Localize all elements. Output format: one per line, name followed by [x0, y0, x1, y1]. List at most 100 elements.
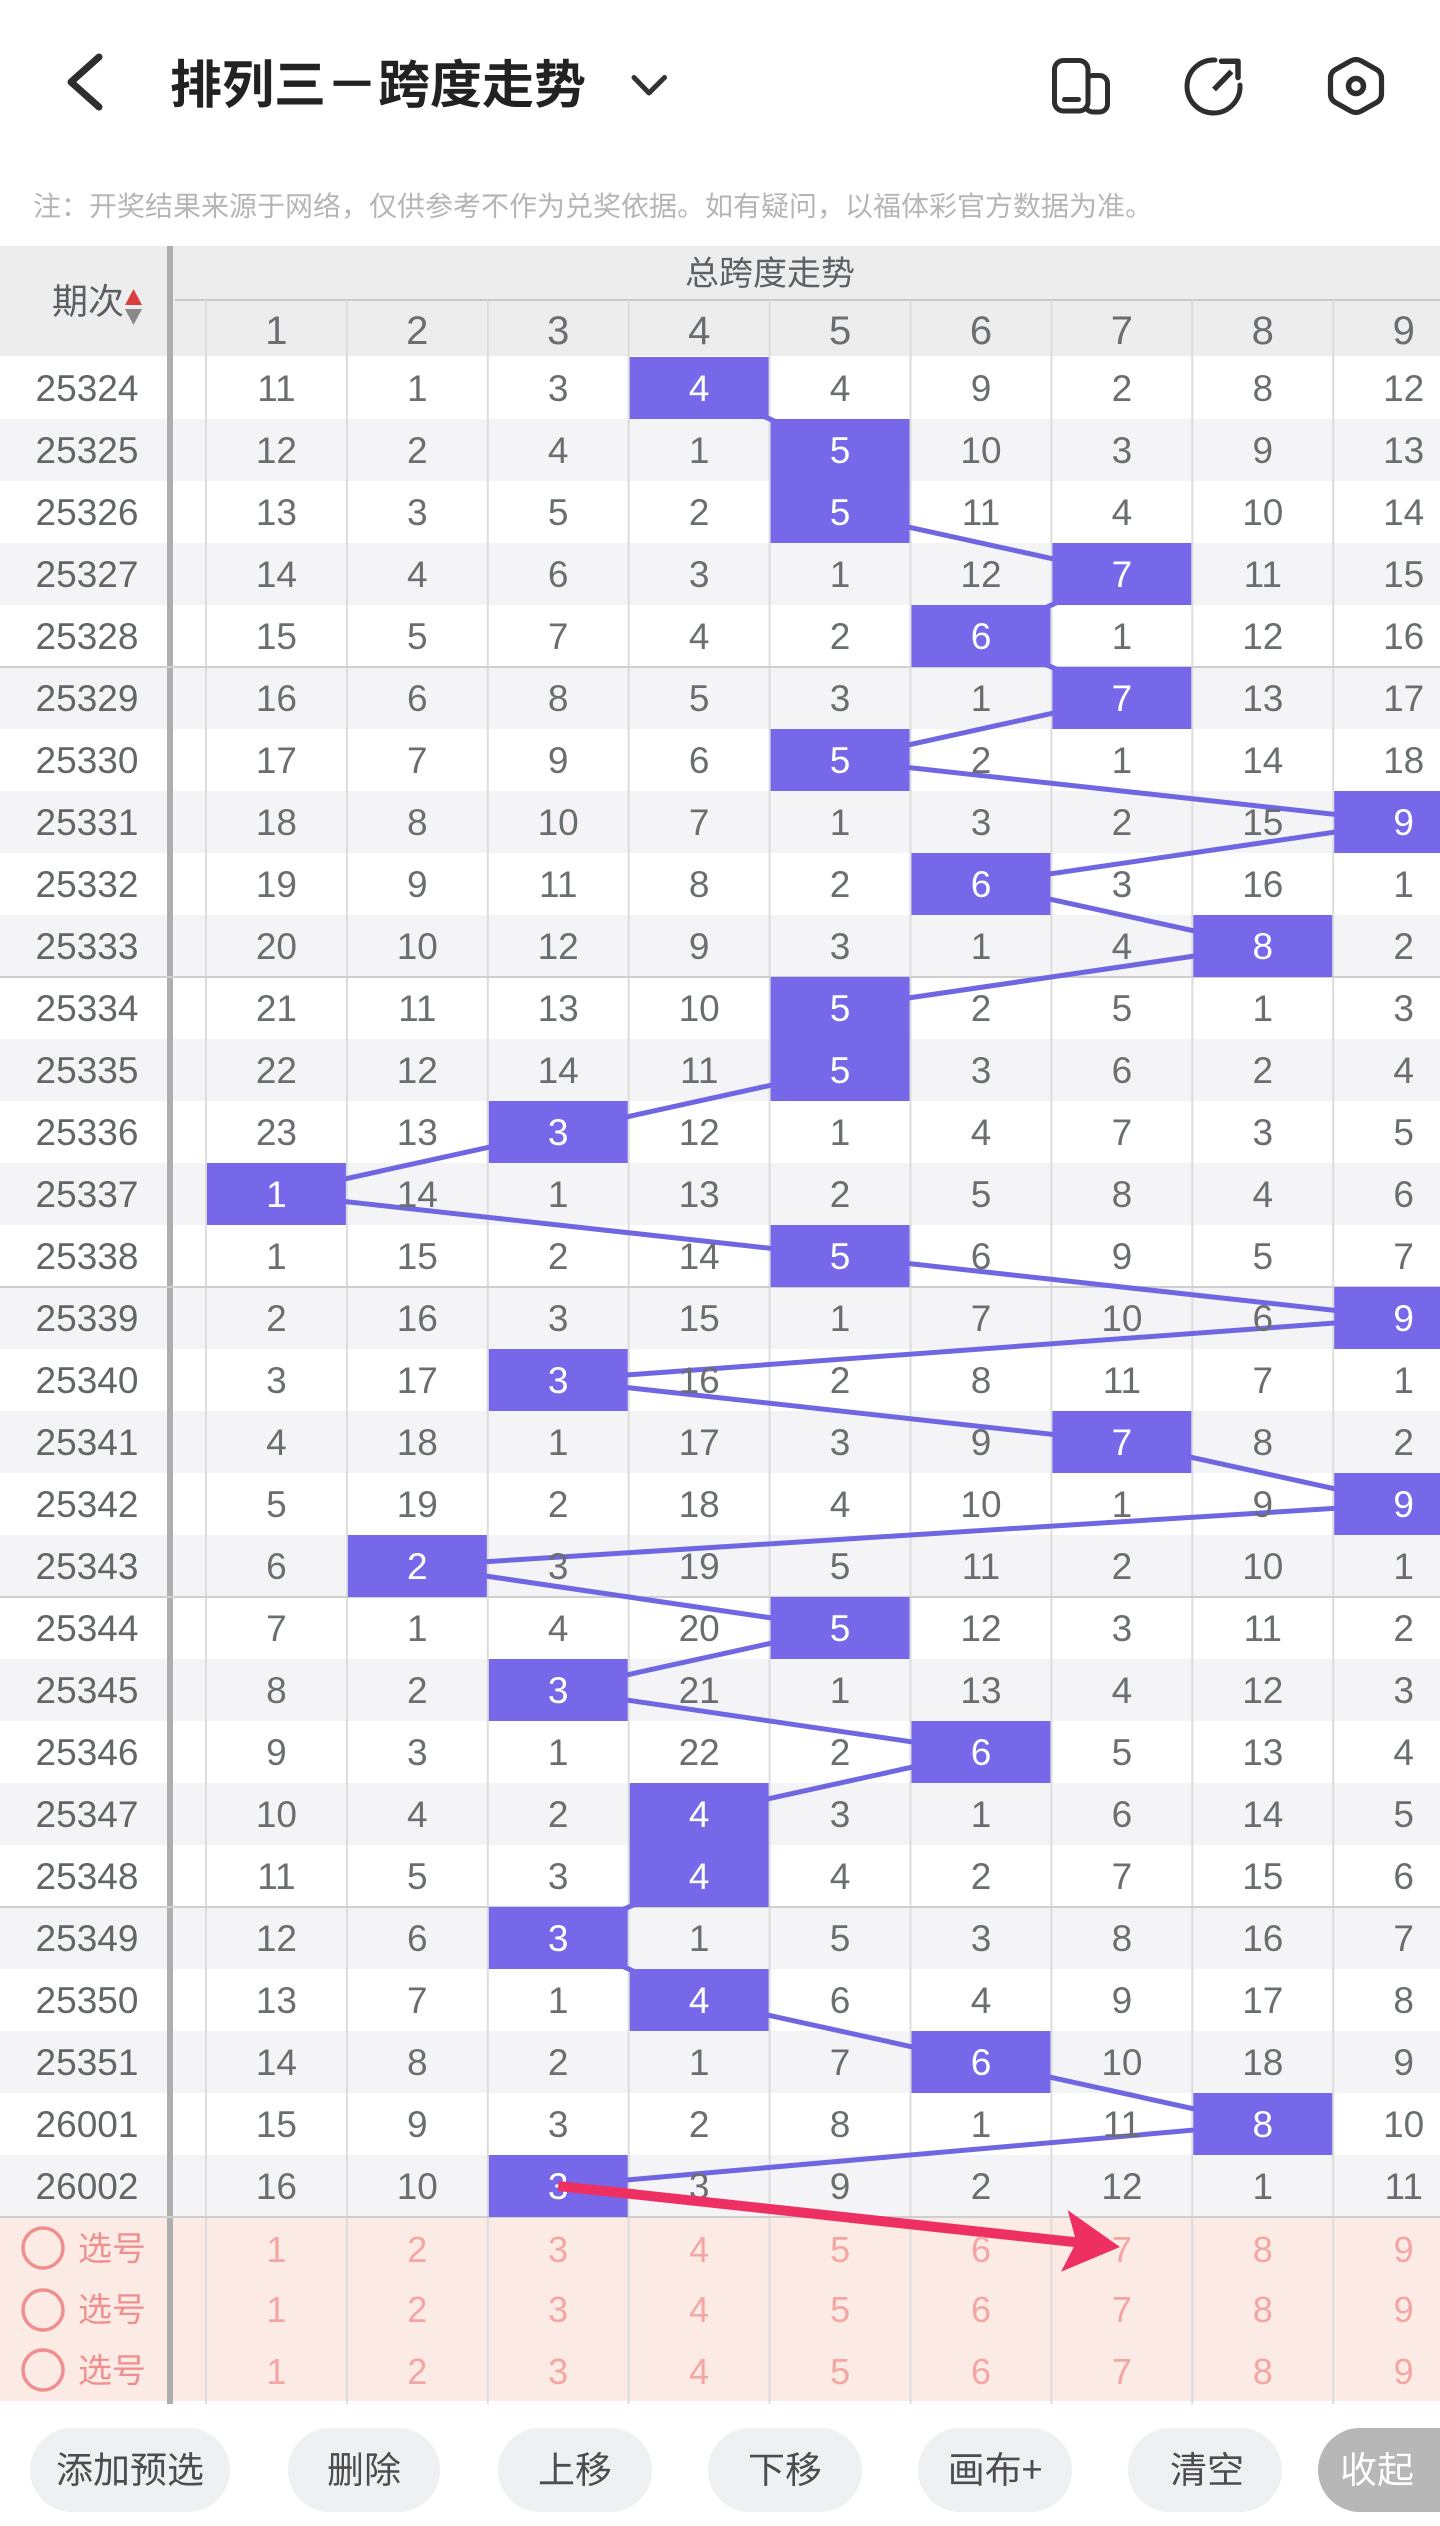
svg-text:19: 19	[256, 864, 297, 905]
svg-text:12: 12	[960, 1608, 1001, 1649]
svg-text:10: 10	[397, 2166, 438, 2207]
svg-text:13: 13	[1242, 1732, 1283, 1773]
svg-text:1: 1	[548, 1732, 569, 1773]
svg-text:3: 3	[830, 678, 851, 719]
svg-text:4: 4	[1253, 1174, 1274, 1215]
svg-text:6: 6	[689, 740, 710, 781]
svg-text:6: 6	[971, 1236, 992, 1277]
svg-text:1: 1	[266, 1174, 287, 1215]
svg-text:10: 10	[1242, 1546, 1283, 1587]
svg-text:3: 3	[548, 1298, 569, 1339]
svg-text:11: 11	[257, 368, 295, 409]
svg-text:4: 4	[1112, 1670, 1133, 1711]
svg-text:2: 2	[830, 1174, 851, 1215]
svg-text:8: 8	[1253, 1422, 1274, 1463]
svg-text:2: 2	[548, 1794, 569, 1835]
svg-text:12: 12	[1242, 616, 1283, 657]
svg-text:25350: 25350	[36, 1980, 139, 2021]
svg-text:3: 3	[971, 802, 992, 843]
svg-text:3: 3	[830, 1794, 851, 1835]
svg-text:7: 7	[971, 1298, 992, 1339]
svg-text:5: 5	[971, 1174, 992, 1215]
svg-text:15: 15	[1383, 554, 1424, 595]
svg-text:4: 4	[407, 1794, 428, 1835]
svg-text:3: 3	[548, 2289, 568, 2330]
svg-text:6: 6	[1253, 1298, 1274, 1339]
svg-text:21: 21	[256, 988, 297, 1029]
svg-text:1: 1	[830, 1298, 851, 1339]
svg-text:8: 8	[407, 2042, 428, 2083]
svg-text:4: 4	[689, 2351, 709, 2392]
svg-text:1: 1	[1393, 1546, 1414, 1587]
svg-text:10: 10	[256, 1794, 297, 1835]
svg-text:3: 3	[548, 1670, 569, 1711]
svg-text:8: 8	[1253, 368, 1274, 409]
svg-text:4: 4	[548, 430, 569, 471]
svg-text:16: 16	[1242, 1918, 1283, 1959]
svg-text:25341: 25341	[36, 1422, 139, 1463]
svg-text:7: 7	[266, 1608, 287, 1649]
svg-text:1: 1	[548, 1174, 569, 1215]
svg-text:25327: 25327	[36, 554, 139, 595]
svg-text:3: 3	[548, 1112, 569, 1153]
svg-text:11: 11	[962, 1546, 1000, 1587]
svg-text:3: 3	[1393, 988, 1414, 1029]
svg-text:19: 19	[679, 1546, 720, 1587]
svg-text:3: 3	[971, 1918, 992, 1959]
svg-text:21: 21	[679, 1670, 720, 1711]
svg-text:6: 6	[266, 1546, 287, 1587]
svg-text:9: 9	[1394, 2229, 1414, 2270]
svg-text:16: 16	[1242, 864, 1283, 905]
svg-text:5: 5	[407, 616, 428, 657]
svg-text:4: 4	[689, 2289, 709, 2330]
svg-text:7: 7	[830, 2042, 851, 2083]
svg-text:4: 4	[830, 1856, 851, 1897]
svg-text:12: 12	[1383, 368, 1424, 409]
svg-text:3: 3	[548, 1546, 569, 1587]
svg-text:25348: 25348	[36, 1856, 139, 1897]
svg-text:10: 10	[1242, 492, 1283, 533]
svg-text:2: 2	[1112, 802, 1133, 843]
svg-text:14: 14	[538, 1050, 579, 1091]
svg-text:5: 5	[1253, 1236, 1274, 1277]
svg-text:5: 5	[830, 740, 851, 781]
svg-text:5: 5	[829, 309, 851, 353]
svg-text:1: 1	[830, 1112, 851, 1153]
svg-text:10: 10	[397, 926, 438, 967]
svg-text:4: 4	[689, 368, 710, 409]
svg-text:10: 10	[1383, 2104, 1424, 2145]
svg-text:3: 3	[971, 1050, 992, 1091]
svg-text:2: 2	[1393, 926, 1414, 967]
svg-text:11: 11	[257, 1856, 295, 1897]
svg-text:7: 7	[548, 616, 569, 657]
svg-text:4: 4	[689, 1856, 710, 1897]
svg-text:8: 8	[971, 1360, 992, 1401]
svg-text:1: 1	[1393, 864, 1414, 905]
svg-text:13: 13	[256, 492, 297, 533]
svg-text:14: 14	[679, 1236, 720, 1277]
svg-text:9: 9	[1393, 1298, 1414, 1339]
svg-text:1: 1	[266, 1236, 287, 1277]
svg-text:3: 3	[830, 926, 851, 967]
svg-text:14: 14	[1242, 1794, 1283, 1835]
svg-text:4: 4	[689, 1980, 710, 2021]
svg-text:4: 4	[830, 1484, 851, 1525]
svg-text:7: 7	[1112, 1422, 1133, 1463]
svg-text:1: 1	[407, 1608, 428, 1649]
svg-text:4: 4	[1393, 1732, 1414, 1773]
svg-text:25330: 25330	[36, 740, 139, 781]
svg-text:11: 11	[680, 1050, 718, 1091]
svg-text:5: 5	[1112, 988, 1133, 1029]
svg-text:25334: 25334	[36, 988, 139, 1029]
svg-text:17: 17	[1383, 678, 1424, 719]
svg-text:1: 1	[266, 2229, 286, 2270]
svg-text:25326: 25326	[36, 492, 139, 533]
svg-text:1: 1	[266, 2289, 286, 2330]
svg-text:2: 2	[407, 2351, 427, 2392]
svg-text:25331: 25331	[36, 802, 139, 843]
svg-text:9: 9	[1393, 802, 1414, 843]
svg-text:6: 6	[971, 2351, 991, 2392]
svg-text:12: 12	[1242, 1670, 1283, 1711]
svg-text:1: 1	[1253, 988, 1274, 1029]
svg-text:9: 9	[971, 368, 992, 409]
